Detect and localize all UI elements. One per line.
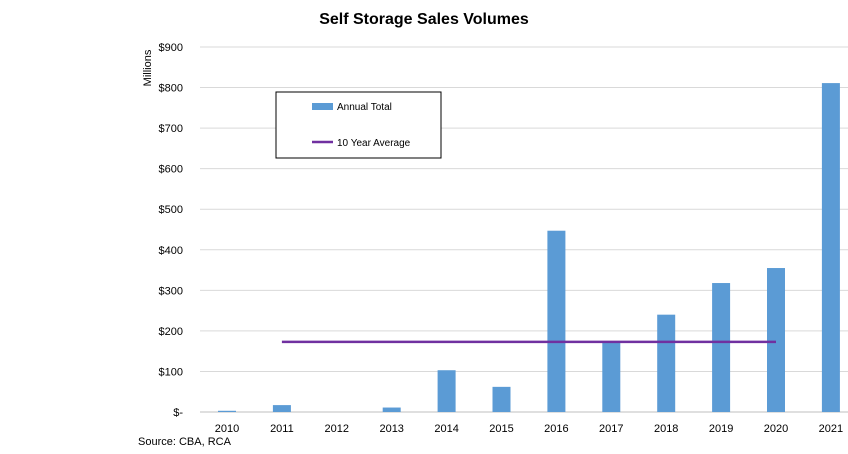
bar xyxy=(767,268,785,412)
x-tick-label: 2019 xyxy=(709,423,733,435)
bar xyxy=(547,230,566,412)
x-tick-label: 2012 xyxy=(325,423,349,435)
source-note: Source: CBA, RCA xyxy=(138,436,231,448)
legend-swatch-bar xyxy=(312,103,333,110)
y-tick-label: $- xyxy=(173,407,183,419)
y-tick-label: $300 xyxy=(159,285,183,297)
chart-title: Self Storage Sales Volumes xyxy=(319,11,529,28)
bar xyxy=(218,410,236,412)
legend: Annual Total 10 Year Average xyxy=(275,91,442,159)
bar xyxy=(382,407,401,412)
bar xyxy=(272,405,291,412)
bar xyxy=(437,370,456,412)
bar xyxy=(657,314,676,412)
x-tick-label: 2013 xyxy=(379,423,403,435)
y-tick-label: $800 xyxy=(159,83,183,95)
bars xyxy=(218,83,840,412)
x-tick-label: 2010 xyxy=(215,423,239,435)
x-tick-label: 2021 xyxy=(819,423,843,435)
y-tick-label: $200 xyxy=(159,326,183,338)
x-tick-label: 2016 xyxy=(544,423,568,435)
legend-label: 10 Year Average xyxy=(337,138,411,149)
y-tick-label: $100 xyxy=(159,366,183,378)
y-tick-label: $900 xyxy=(159,42,183,54)
x-tick-label: 2020 xyxy=(764,423,788,435)
x-tick-label: 2017 xyxy=(599,423,623,435)
x-tick-label: 2011 xyxy=(270,423,294,435)
x-tick-label: 2015 xyxy=(489,423,513,435)
y-tick-label: $400 xyxy=(159,245,183,257)
bar xyxy=(712,283,731,412)
bar xyxy=(602,341,621,412)
x-tick-label: 2018 xyxy=(654,423,678,435)
axes: $- $100 $200 $300 $400 $500 $600 $700 $800 $900 20… xyxy=(159,42,844,435)
y-tick-label: $700 xyxy=(159,123,183,135)
legend-box xyxy=(275,91,442,159)
x-tick-label: 2014 xyxy=(434,423,458,435)
legend-label: Annual Total xyxy=(337,102,392,113)
bar xyxy=(492,386,511,412)
y-tick-label: $600 xyxy=(159,164,183,176)
bar xyxy=(821,83,840,412)
y-tick-label: $500 xyxy=(159,204,183,216)
gridlines xyxy=(200,46,848,413)
